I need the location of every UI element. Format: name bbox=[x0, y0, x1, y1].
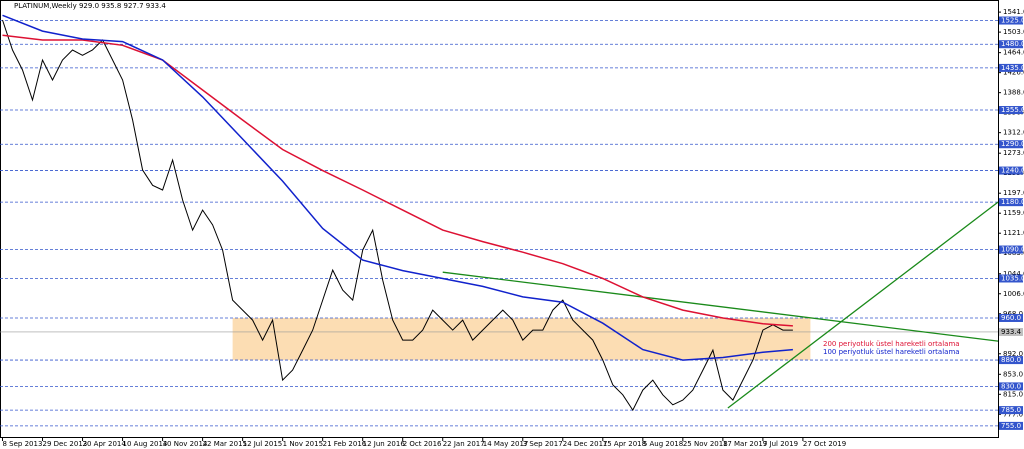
level-label: 1180.0 bbox=[1001, 198, 1024, 206]
level-box bbox=[999, 245, 1023, 254]
y-tick-label: 1426.0 bbox=[1003, 69, 1024, 77]
x-tick-label: 5 Aug 2018 bbox=[643, 440, 683, 448]
level-box bbox=[999, 198, 1023, 207]
level-label: 1525.0 bbox=[1001, 17, 1024, 25]
level-box bbox=[999, 106, 1023, 115]
level-box bbox=[999, 356, 1023, 365]
plot-frame bbox=[0, 0, 999, 438]
x-tick-label: 27 Oct 2019 bbox=[803, 440, 846, 448]
y-tick-label: 777.0 bbox=[1003, 410, 1023, 418]
y-tick-label: 1312.0 bbox=[1003, 129, 1024, 137]
level-label: 1090.0 bbox=[1001, 246, 1024, 254]
y-tick-label: 1006.0 bbox=[1003, 290, 1024, 298]
x-tick-label: 21 Feb 2016 bbox=[323, 440, 367, 448]
y-tick-label: 1503.0 bbox=[1003, 28, 1024, 36]
y-tick-label: 815.0 bbox=[1003, 390, 1023, 398]
legend-entry: 100 periyotluk üstel hareketli ortalama bbox=[823, 348, 960, 356]
support-zone bbox=[232, 317, 811, 361]
y-tick-label: 968.0 bbox=[1003, 310, 1023, 318]
x-tick-label: 22 Jan 2017 bbox=[443, 440, 485, 448]
y-tick-label: 1121.0 bbox=[1003, 229, 1024, 237]
level-box bbox=[999, 274, 1023, 283]
y-tick-label: 1541.0 bbox=[1003, 8, 1024, 16]
x-tick-label: 7 Jul 2019 bbox=[763, 440, 798, 448]
trendline bbox=[442, 271, 999, 342]
legend-entry: 200 periyotluk üstel hareketli ortalama bbox=[823, 340, 960, 348]
level-box bbox=[999, 140, 1023, 149]
level-label: 755.0 bbox=[1001, 422, 1021, 430]
x-tick-label: 10 Aug 2014 bbox=[123, 440, 168, 448]
price-line bbox=[2, 19, 793, 412]
level-label: 1435.0 bbox=[1001, 64, 1024, 72]
level-label: 1290.0 bbox=[1001, 140, 1024, 148]
level-box bbox=[999, 313, 1023, 322]
x-tick-label: 25 Nov 2018 bbox=[683, 440, 728, 448]
trendline bbox=[727, 201, 999, 409]
y-tick-label: 1197.0 bbox=[1003, 189, 1024, 197]
level-box bbox=[999, 382, 1023, 391]
x-tick-label: 12 Jun 2016 bbox=[363, 440, 406, 448]
ema-line bbox=[2, 34, 793, 327]
last-price-box bbox=[999, 327, 1023, 336]
y-tick-label: 1464.0 bbox=[1003, 49, 1024, 57]
y-tick-label: 1388.0 bbox=[1003, 89, 1024, 97]
x-tick-label: 3 Sep 2017 bbox=[523, 440, 563, 448]
y-tick-label: 892.0 bbox=[1003, 350, 1023, 358]
x-tick-label: 17 Mar 2019 bbox=[723, 440, 767, 448]
y-tick-label: 1044.0 bbox=[1003, 270, 1024, 278]
level-box bbox=[999, 40, 1023, 49]
x-tick-label: 8 Sep 2013 bbox=[3, 440, 43, 448]
level-label: 880.0 bbox=[1001, 356, 1021, 364]
level-box bbox=[999, 166, 1023, 175]
x-tick-label: 30 Nov 2014 bbox=[163, 440, 208, 448]
x-tick-label: 15 Apr 2018 bbox=[603, 440, 646, 448]
x-tick-label: 2 Oct 2016 bbox=[403, 440, 442, 448]
level-label: 785.0 bbox=[1001, 406, 1021, 414]
x-tick-label: 20 Apr 2014 bbox=[83, 440, 127, 448]
last-price-label: 933.4 bbox=[1001, 328, 1022, 336]
x-tick-label: 24 Dec 2017 bbox=[563, 440, 608, 448]
x-tick-label: 1 Nov 2015 bbox=[283, 440, 323, 448]
level-box bbox=[999, 16, 1023, 25]
level-label: 960.0 bbox=[1001, 314, 1021, 322]
x-tick-label: 22 Mar 2015 bbox=[203, 440, 247, 448]
y-tick-label: 1273.0 bbox=[1003, 149, 1024, 157]
x-tick-label: 29 Dec 2013 bbox=[43, 440, 88, 448]
chart-title: PLATINUM,Weekly 929.0 935.8 927.7 933.4 bbox=[14, 2, 166, 10]
level-label: 1480.0 bbox=[1001, 40, 1024, 48]
level-box bbox=[999, 406, 1023, 415]
level-label: 1240.0 bbox=[1001, 167, 1024, 175]
y-tick-label: 1159.0 bbox=[1003, 209, 1024, 217]
x-tick-label: 12 Jul 2015 bbox=[243, 440, 283, 448]
level-label: 1035.0 bbox=[1001, 274, 1024, 282]
x-tick-label: 14 May 2017 bbox=[483, 440, 529, 448]
level-label: 1355.0 bbox=[1001, 106, 1024, 114]
level-label: 830.0 bbox=[1001, 382, 1021, 390]
y-tick-label: 853.0 bbox=[1003, 370, 1023, 378]
level-box bbox=[999, 63, 1023, 72]
level-box bbox=[999, 421, 1023, 430]
ema-line bbox=[2, 14, 793, 361]
